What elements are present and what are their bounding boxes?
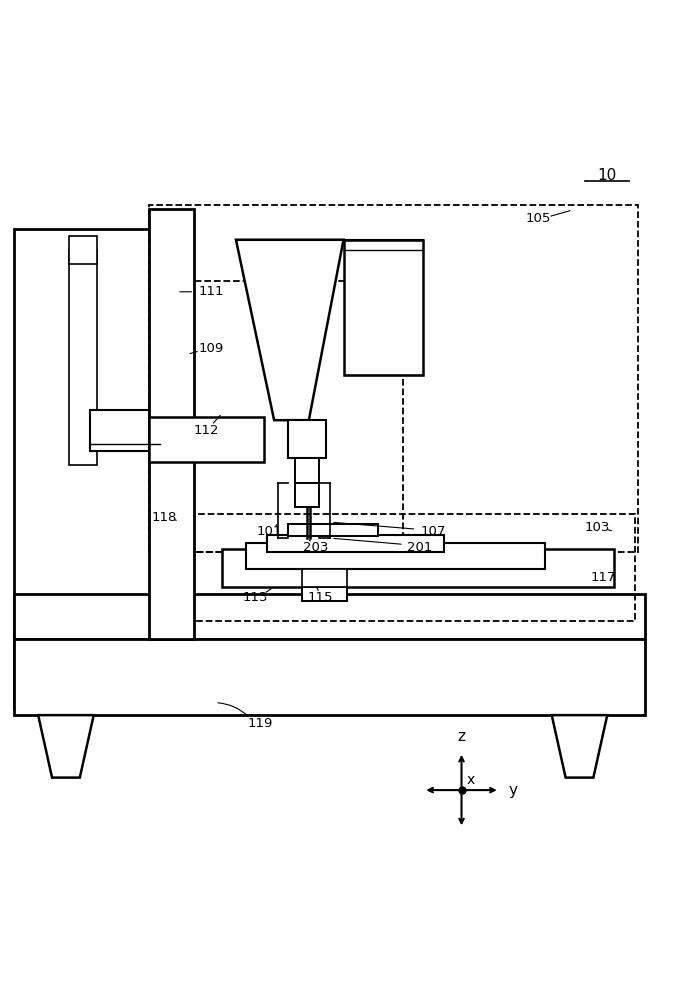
Polygon shape	[297, 538, 321, 559]
Text: 115: 115	[308, 591, 333, 604]
Polygon shape	[38, 715, 94, 778]
Bar	[149, 417, 264, 462]
Bar	[14, 639, 645, 715]
Text: 101: 101	[257, 525, 282, 538]
Text: 10: 10	[598, 168, 617, 183]
Bar	[288, 524, 378, 536]
Polygon shape	[552, 715, 607, 778]
Text: 201: 201	[407, 541, 432, 554]
Text: 117: 117	[591, 571, 616, 584]
Text: 103: 103	[584, 521, 609, 534]
Bar	[177, 514, 635, 621]
Text: y: y	[508, 783, 517, 798]
Text: 105: 105	[525, 212, 550, 225]
Text: 119: 119	[248, 717, 273, 730]
Bar	[177, 281, 403, 552]
Text: 113: 113	[243, 591, 268, 604]
Bar	[149, 205, 638, 552]
Text: 118: 118	[152, 511, 177, 524]
Text: 109: 109	[199, 342, 224, 355]
Bar	[69, 250, 97, 465]
Bar	[222, 549, 614, 587]
Bar	[302, 587, 347, 601]
Text: 203: 203	[303, 541, 328, 554]
Polygon shape	[236, 240, 344, 420]
Text: 107: 107	[421, 525, 446, 538]
Bar	[295, 483, 319, 507]
Bar	[288, 420, 326, 458]
Bar	[267, 535, 444, 552]
Bar	[14, 229, 160, 708]
Bar	[149, 209, 194, 639]
Bar	[14, 594, 645, 639]
Bar	[246, 543, 545, 569]
Bar	[295, 458, 319, 483]
Text: 112: 112	[194, 424, 219, 437]
Text: z: z	[457, 729, 466, 744]
Text: x: x	[467, 773, 475, 787]
Bar	[14, 625, 160, 708]
Bar	[344, 240, 423, 375]
Text: 111: 111	[199, 285, 224, 298]
Bar	[90, 410, 160, 451]
Bar	[302, 569, 347, 587]
Bar	[69, 236, 97, 264]
